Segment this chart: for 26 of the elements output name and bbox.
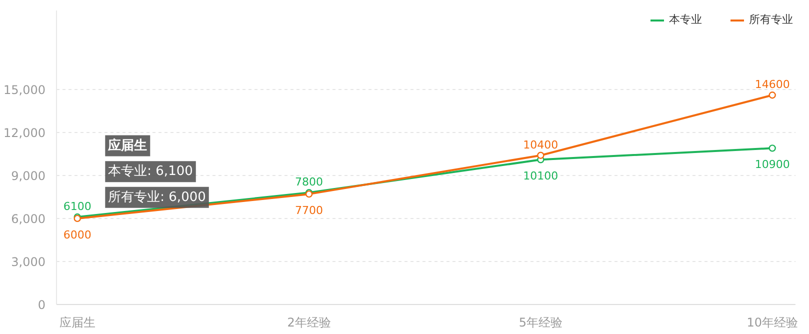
- data-label: 10100: [523, 170, 558, 183]
- y-tick-label: 0: [38, 298, 46, 312]
- data-label: 7800: [295, 176, 324, 189]
- annotation: 应届生: [107, 137, 148, 154]
- y-tick-label: 12,000: [4, 126, 46, 140]
- point: [768, 144, 776, 152]
- point: [537, 152, 544, 159]
- x-tick-label: 10年经验: [746, 316, 798, 330]
- data-label: 10900: [754, 158, 790, 172]
- y-tick-label: 9,000: [11, 168, 46, 183]
- data-label: 6100: [63, 200, 92, 214]
- y-tick-label: 15,000: [4, 82, 46, 97]
- x-tick-label: 应届生: [59, 316, 96, 330]
- data-label: 7700: [295, 204, 324, 218]
- annotation: 所有专业: 6,000: [108, 190, 206, 205]
- data-label: 6000: [63, 228, 92, 242]
- x-tick-label: 2年经验: [287, 316, 331, 330]
- y-tick-label: 6,000: [11, 212, 46, 226]
- legend-label: 本专业: [669, 12, 702, 27]
- point: [768, 92, 776, 99]
- annotation: 本专业: 6,100: [108, 164, 193, 180]
- legend-label: 所有专业: [749, 12, 793, 27]
- data-label: 14600: [754, 78, 790, 92]
- x-tick-label: 5年经验: [518, 316, 562, 330]
- y-tick-label: 3,000: [11, 254, 46, 269]
- data-label: 10400: [523, 138, 558, 152]
